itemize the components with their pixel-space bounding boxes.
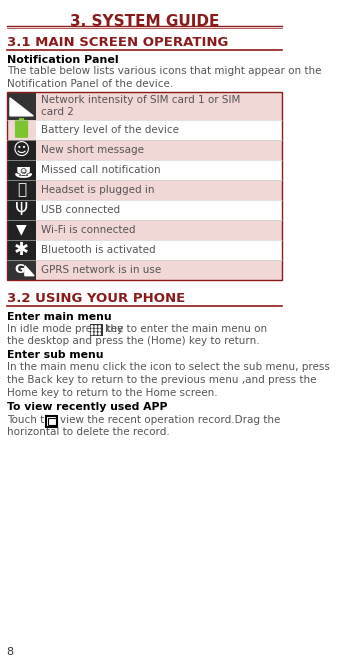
Text: Touch the: Touch the bbox=[7, 414, 57, 424]
Bar bbox=[7, 259, 37, 280]
Bar bbox=[7, 240, 37, 259]
Text: USB connected: USB connected bbox=[41, 205, 120, 214]
Text: In the main menu click the icon to select the sub menu, press
the Back key to re: In the main menu click the icon to selec… bbox=[7, 362, 330, 398]
Text: Network intensity of SIM card 1 or SIM
card 2: Network intensity of SIM card 1 or SIM c… bbox=[41, 94, 240, 117]
Text: New short message: New short message bbox=[41, 145, 144, 155]
Text: ☺: ☺ bbox=[13, 141, 30, 159]
Bar bbox=[7, 180, 282, 200]
Text: Wi-Fi is connected: Wi-Fi is connected bbox=[41, 225, 135, 235]
Circle shape bbox=[95, 329, 97, 331]
Text: horizontal to delete the record.: horizontal to delete the record. bbox=[7, 426, 169, 436]
Circle shape bbox=[95, 325, 97, 327]
Text: Headset is plugged in: Headset is plugged in bbox=[41, 185, 154, 195]
Text: ✱: ✱ bbox=[14, 241, 29, 259]
Bar bbox=[46, 416, 57, 426]
Text: view the recent operation record.Drag the: view the recent operation record.Drag th… bbox=[60, 414, 280, 424]
Bar bbox=[19, 118, 24, 121]
Polygon shape bbox=[25, 266, 34, 276]
Text: ▼: ▼ bbox=[16, 222, 27, 237]
Bar bbox=[7, 200, 282, 220]
Bar bbox=[7, 140, 282, 160]
Bar bbox=[7, 160, 282, 180]
Circle shape bbox=[99, 325, 100, 327]
Circle shape bbox=[91, 333, 93, 335]
Bar bbox=[7, 120, 282, 140]
Bar bbox=[7, 180, 37, 200]
Bar bbox=[89, 323, 103, 336]
Circle shape bbox=[99, 329, 100, 331]
Bar bbox=[7, 259, 282, 280]
Text: 🎧: 🎧 bbox=[17, 182, 26, 197]
Bar bbox=[7, 220, 37, 240]
Text: 8: 8 bbox=[7, 647, 14, 657]
Circle shape bbox=[91, 325, 93, 327]
Bar bbox=[7, 92, 37, 120]
Text: The table below lists various icons that might appear on the
Notification Panel : The table below lists various icons that… bbox=[7, 66, 321, 89]
Text: Enter main menu: Enter main menu bbox=[7, 312, 111, 321]
Bar bbox=[7, 140, 37, 160]
Text: ☎: ☎ bbox=[12, 162, 31, 178]
Text: Bluetooth is activated: Bluetooth is activated bbox=[41, 245, 155, 255]
Text: Notification Panel: Notification Panel bbox=[7, 55, 118, 65]
Text: the desktop and press the (Home) key to return.: the desktop and press the (Home) key to … bbox=[7, 336, 259, 346]
Bar bbox=[7, 240, 282, 259]
Bar bbox=[7, 200, 37, 220]
Bar bbox=[7, 92, 282, 120]
Circle shape bbox=[91, 329, 93, 331]
Polygon shape bbox=[10, 98, 33, 116]
Text: G: G bbox=[14, 263, 24, 276]
Text: Ψ: Ψ bbox=[15, 201, 28, 218]
Text: key to enter the main menu on: key to enter the main menu on bbox=[105, 323, 268, 333]
Text: 3.2 USING YOUR PHONE: 3.2 USING YOUR PHONE bbox=[7, 292, 185, 305]
Text: 3.1 MAIN SCREEN OPERATING: 3.1 MAIN SCREEN OPERATING bbox=[7, 36, 228, 49]
Text: 3. SYSTEM GUIDE: 3. SYSTEM GUIDE bbox=[70, 14, 219, 29]
Bar bbox=[7, 220, 282, 240]
Text: Enter sub menu: Enter sub menu bbox=[7, 350, 103, 360]
Text: In idle mode press the: In idle mode press the bbox=[7, 323, 123, 333]
Text: Missed call notification: Missed call notification bbox=[41, 165, 160, 175]
Bar bbox=[7, 259, 37, 280]
FancyBboxPatch shape bbox=[15, 120, 28, 138]
Text: Battery level of the device: Battery level of the device bbox=[41, 125, 179, 135]
Bar bbox=[7, 120, 37, 140]
Circle shape bbox=[99, 333, 100, 335]
Bar bbox=[48, 418, 56, 424]
Text: GPRS network is in use: GPRS network is in use bbox=[41, 265, 161, 275]
Circle shape bbox=[95, 333, 97, 335]
Bar bbox=[7, 92, 282, 280]
Text: To view recently used APP: To view recently used APP bbox=[7, 401, 167, 412]
Bar bbox=[7, 92, 37, 120]
Bar bbox=[7, 160, 37, 180]
